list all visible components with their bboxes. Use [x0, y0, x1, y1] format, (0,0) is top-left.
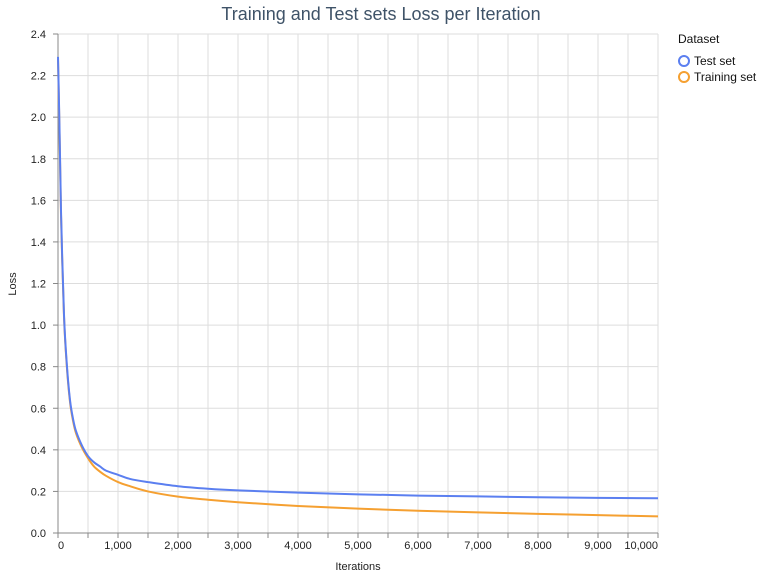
y-tick-label: 1.8: [31, 154, 46, 166]
grid: [57, 33, 659, 534]
y-tick-label: 2.0: [31, 112, 46, 124]
chart-title: Training and Test sets Loss per Iteratio…: [221, 4, 540, 24]
test-set-legend-symbol: [678, 55, 690, 67]
training-set-legend-label: Training set: [694, 70, 757, 84]
x-tick-label: 10,000: [624, 540, 658, 552]
y-axis-title: Loss: [7, 272, 19, 296]
y-tick-label: 0.0: [31, 528, 46, 540]
y-tick-label: 2.2: [31, 71, 46, 83]
x-tick-label: 1,000: [104, 540, 132, 552]
y-tick-label: 1.2: [31, 279, 46, 291]
y-tick-label: 0.6: [31, 403, 46, 415]
legend: Dataset Test set Training set: [678, 32, 757, 84]
y-tick-label: 2.4: [31, 29, 46, 41]
axes: 0 1,000 2,000 3,000 4,000 5,000 6,000 7,000 8,00…: [31, 29, 659, 552]
y-tick-label: 1.4: [31, 237, 46, 249]
y-tick-label: 0.2: [31, 486, 46, 498]
x-tick-label: 3,000: [224, 540, 252, 552]
test-set-legend-label: Test set: [694, 54, 736, 68]
y-tick-label: 1.6: [31, 195, 46, 207]
x-tick-label: 4,000: [284, 540, 312, 552]
series-lines: [57, 56, 659, 518]
training-set-legend-symbol: [678, 71, 690, 83]
y-tick-label: 1.0: [31, 320, 46, 332]
x-tick-label: 9,000: [584, 540, 612, 552]
x-tick-label: 8,000: [524, 540, 552, 552]
x-tick-label: 7,000: [464, 540, 492, 552]
y-tick-label: 0.8: [31, 362, 46, 374]
x-tick-label: 0: [58, 540, 64, 552]
legend-title: Dataset: [678, 32, 720, 46]
test-set-line: [57, 56, 659, 500]
x-axis-title: Iterations: [335, 561, 381, 573]
x-tick-label: 2,000: [164, 540, 192, 552]
y-tick-label: 0.4: [31, 445, 46, 457]
x-tick-label: 5,000: [344, 540, 372, 552]
x-tick-label: 6,000: [404, 540, 432, 552]
